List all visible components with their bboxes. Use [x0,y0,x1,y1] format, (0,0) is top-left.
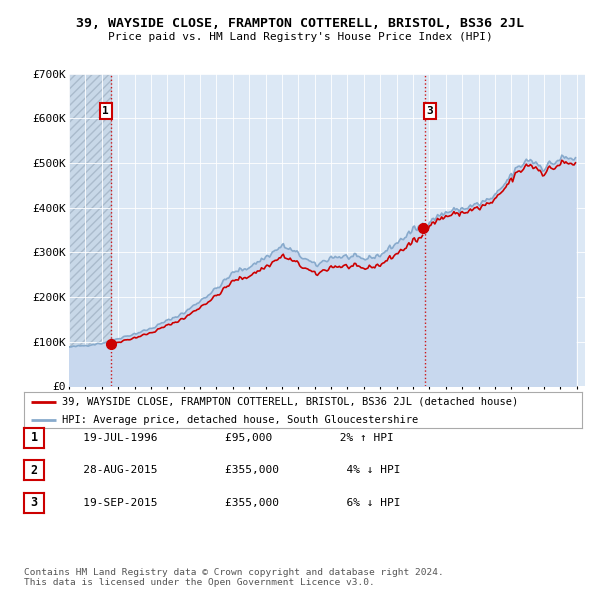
Text: 19-SEP-2015          £355,000          6% ↓ HPI: 19-SEP-2015 £355,000 6% ↓ HPI [63,498,401,507]
Bar [69,74,110,386]
Text: 39, WAYSIDE CLOSE, FRAMPTON COTTERELL, BRISTOL, BS36 2JL (detached house): 39, WAYSIDE CLOSE, FRAMPTON COTTERELL, B… [62,397,518,407]
Text: 2: 2 [31,464,38,477]
Bar [69,74,110,386]
Text: 39, WAYSIDE CLOSE, FRAMPTON COTTERELL, BRISTOL, BS36 2JL: 39, WAYSIDE CLOSE, FRAMPTON COTTERELL, B… [76,17,524,30]
Text: 28-AUG-2015          £355,000          4% ↓ HPI: 28-AUG-2015 £355,000 4% ↓ HPI [63,466,401,475]
Text: Contains HM Land Registry data © Crown copyright and database right 2024.
This d: Contains HM Land Registry data © Crown c… [24,568,444,587]
Text: 3: 3 [427,106,433,116]
Text: Price paid vs. HM Land Registry's House Price Index (HPI): Price paid vs. HM Land Registry's House … [107,32,493,42]
Text: HPI: Average price, detached house, South Gloucestershire: HPI: Average price, detached house, Sout… [62,415,418,425]
Text: 3: 3 [31,496,38,509]
Text: 1: 1 [31,431,38,444]
Text: 1: 1 [103,106,109,116]
Text: 19-JUL-1996          £95,000          2% ↑ HPI: 19-JUL-1996 £95,000 2% ↑ HPI [63,433,394,442]
